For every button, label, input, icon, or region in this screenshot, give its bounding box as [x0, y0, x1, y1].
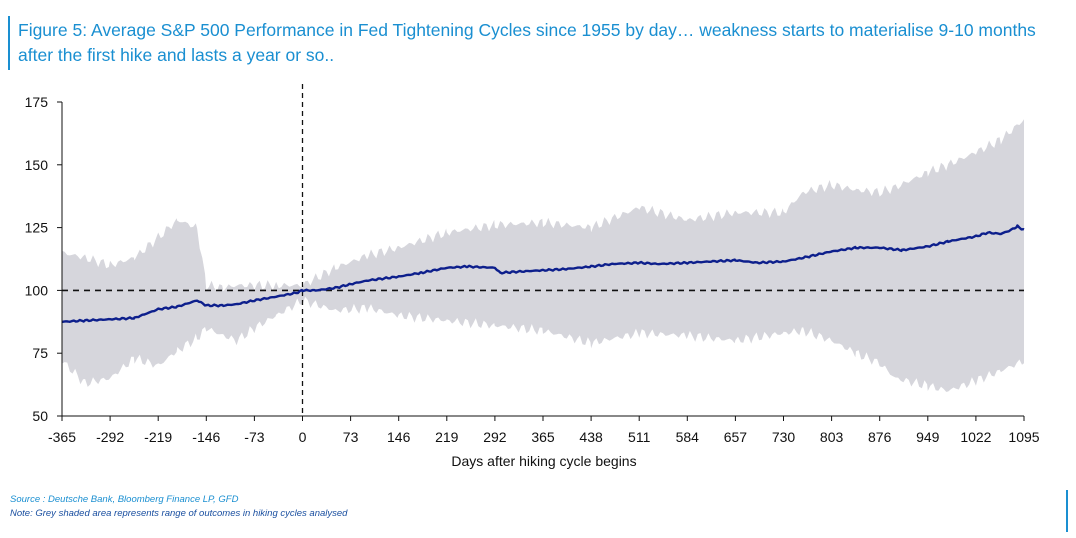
x-tick-label: 365 — [531, 429, 555, 445]
x-tick-label: 438 — [579, 429, 603, 445]
range-band-layer — [62, 119, 1024, 392]
x-tick-label: 730 — [772, 429, 796, 445]
y-tick-label: 175 — [25, 94, 49, 110]
x-tick-label: 146 — [387, 429, 411, 445]
x-tick-label: 0 — [299, 429, 307, 445]
x-tick-label: 949 — [916, 429, 940, 445]
y-tick-label: 100 — [25, 282, 49, 298]
x-tick-label: 803 — [820, 429, 844, 445]
x-tick-label: 876 — [868, 429, 892, 445]
x-tick-label: 73 — [343, 429, 359, 445]
range-band — [62, 119, 1024, 392]
x-tick-label: -292 — [96, 429, 124, 445]
x-tick-label: 1095 — [1008, 429, 1039, 445]
y-tick-label: 75 — [32, 345, 48, 361]
x-axis-title: Days after hiking cycle begins — [451, 453, 636, 469]
x-tick-label: 584 — [676, 429, 700, 445]
x-tick-label: -365 — [48, 429, 76, 445]
source-text: Source : Deutsche Bank, Bloomberg Financ… — [10, 494, 239, 505]
chart-title: Figure 5: Average S&P 500 Performance in… — [18, 20, 1036, 65]
title-bar: Figure 5: Average S&P 500 Performance in… — [8, 16, 1060, 70]
y-tick-label: 150 — [25, 157, 49, 173]
average-performance-line — [61, 224, 1025, 324]
x-tick-label: 292 — [483, 429, 507, 445]
note-text: Note: Grey shaded area represents range … — [10, 508, 348, 519]
x-tick-label: 657 — [724, 429, 748, 445]
y-tick-label: 125 — [25, 220, 49, 236]
y-tick-label: 50 — [32, 408, 48, 424]
reference-lines — [62, 84, 1024, 416]
x-tick-label: 511 — [628, 429, 651, 445]
footer-rule — [1066, 490, 1068, 532]
x-tick-label: 219 — [435, 429, 459, 445]
x-tick-label: -146 — [192, 429, 220, 445]
axes: 50 75 100 125 150 175 -365 -292 -219 -146 -73 0 73 14… — [25, 94, 1040, 445]
x-tick-label: -219 — [144, 429, 172, 445]
x-tick-label: -73 — [244, 429, 264, 445]
average-line-layer — [61, 224, 1025, 324]
chart-canvas: 50 75 100 125 150 175 -365 -292 -219 -146 -73 0 73 14… — [25, 84, 1040, 469]
x-tick-label: 1022 — [960, 429, 991, 445]
